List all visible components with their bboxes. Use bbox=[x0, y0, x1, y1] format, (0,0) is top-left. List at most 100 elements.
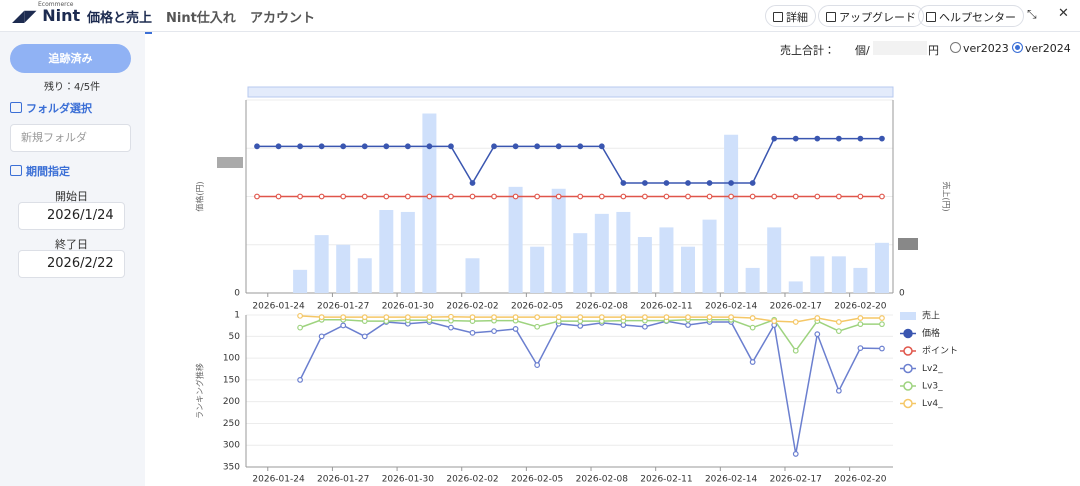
point bbox=[642, 314, 648, 321]
point bbox=[340, 322, 347, 329]
help-button[interactable]: ヘルプセンター bbox=[918, 5, 1024, 27]
radio[interactable] bbox=[950, 42, 961, 53]
version-label: ver2023 bbox=[963, 42, 1009, 55]
bar bbox=[465, 258, 480, 293]
point bbox=[534, 314, 541, 321]
logo-sub: Ecommerce bbox=[38, 1, 74, 8]
point bbox=[555, 143, 562, 150]
point bbox=[792, 451, 799, 457]
zoom-slider[interactable] bbox=[247, 86, 894, 98]
bar bbox=[336, 244, 351, 293]
legend-swatch bbox=[903, 346, 913, 356]
logo[interactable]: Ecommerce ◢◤ Nint bbox=[12, 1, 81, 25]
point bbox=[728, 180, 734, 186]
bar bbox=[293, 269, 308, 293]
start-label: 開始日 bbox=[55, 190, 88, 203]
redacted bbox=[898, 238, 918, 250]
bar bbox=[724, 134, 739, 293]
start-date[interactable]: 2026/1/24 bbox=[18, 202, 125, 230]
version-option[interactable]: ver2023 bbox=[950, 42, 1009, 55]
point bbox=[728, 314, 734, 321]
bar bbox=[400, 211, 415, 293]
point bbox=[297, 376, 304, 383]
bar bbox=[702, 219, 717, 293]
point bbox=[792, 135, 799, 142]
tab[interactable]: アカウント bbox=[250, 11, 316, 26]
point bbox=[512, 193, 519, 200]
legend-swatch bbox=[903, 381, 913, 391]
point bbox=[491, 314, 497, 321]
point bbox=[749, 180, 756, 186]
point bbox=[642, 323, 648, 330]
legend-label: Lv3_ bbox=[922, 382, 943, 392]
upgrade-button[interactable]: アップグレード bbox=[818, 5, 924, 27]
point bbox=[318, 193, 325, 200]
detail-button[interactable]: 詳細 bbox=[765, 5, 816, 27]
point bbox=[835, 319, 842, 325]
bar bbox=[788, 281, 803, 293]
point bbox=[835, 135, 842, 142]
y-tick-label: 1 bbox=[234, 311, 240, 321]
close-icon[interactable]: ✕ bbox=[1058, 6, 1069, 21]
point bbox=[857, 193, 864, 200]
bar bbox=[637, 237, 652, 293]
point bbox=[512, 314, 519, 321]
radio[interactable] bbox=[1012, 42, 1023, 53]
bar bbox=[745, 267, 760, 293]
point bbox=[879, 315, 885, 321]
point bbox=[835, 387, 842, 394]
point bbox=[577, 314, 584, 321]
point bbox=[275, 143, 282, 150]
point bbox=[771, 193, 778, 200]
point bbox=[685, 180, 691, 186]
point bbox=[685, 314, 691, 321]
x-tick-label: 2026-02-08 bbox=[576, 475, 629, 485]
point bbox=[426, 143, 433, 150]
folder-select[interactable]: 新規フォルダ bbox=[10, 124, 131, 152]
bar bbox=[314, 235, 329, 293]
point bbox=[857, 321, 864, 328]
series-line bbox=[300, 315, 882, 323]
point bbox=[534, 143, 541, 150]
y-tick-label: 300 bbox=[223, 441, 240, 451]
bar bbox=[681, 246, 695, 293]
point bbox=[534, 193, 541, 200]
legend-swatch bbox=[903, 328, 913, 339]
x-tick-label: 2026-02-05 bbox=[511, 475, 563, 485]
point bbox=[685, 193, 691, 200]
x-tick-label: 2026-02-14 bbox=[705, 475, 758, 485]
legend-label: Lv4_ bbox=[922, 399, 943, 409]
tab[interactable]: 価格と売上 bbox=[87, 7, 153, 34]
point bbox=[340, 314, 347, 321]
y-tick-label: 250 bbox=[223, 419, 240, 429]
point bbox=[254, 143, 260, 150]
end-label: 終了日 bbox=[55, 238, 88, 251]
point bbox=[404, 193, 411, 200]
point bbox=[857, 315, 864, 321]
point bbox=[491, 193, 497, 200]
legend-swatch bbox=[903, 398, 913, 409]
end-date[interactable]: 2026/2/22 bbox=[18, 250, 125, 278]
point bbox=[254, 193, 260, 200]
collapse-icon[interactable]: ⤡ bbox=[1027, 7, 1037, 21]
tab[interactable]: Nint仕入れ bbox=[166, 11, 236, 26]
point bbox=[814, 315, 821, 321]
point bbox=[426, 314, 433, 321]
point bbox=[340, 193, 347, 200]
point bbox=[835, 328, 842, 335]
point bbox=[598, 314, 605, 321]
tracked-button[interactable]: 追跡済み bbox=[10, 44, 131, 73]
point bbox=[814, 193, 821, 200]
x-tick-label: 2026-01-30 bbox=[382, 302, 435, 312]
point bbox=[275, 193, 282, 200]
point bbox=[361, 193, 368, 200]
point bbox=[663, 193, 670, 200]
bar bbox=[573, 233, 588, 293]
point bbox=[749, 315, 756, 321]
point bbox=[361, 314, 368, 321]
point bbox=[620, 180, 627, 186]
y-tick-label: 150 bbox=[223, 375, 240, 385]
bar bbox=[767, 227, 782, 293]
version-option[interactable]: ver2024 bbox=[1012, 42, 1071, 55]
x-tick-label: 2026-02-14 bbox=[705, 302, 758, 312]
